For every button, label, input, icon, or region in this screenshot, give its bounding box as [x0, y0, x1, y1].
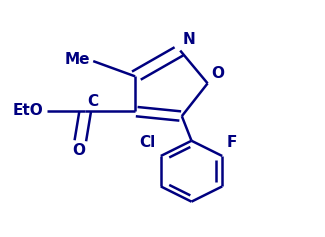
- Text: C: C: [88, 94, 99, 109]
- Text: F: F: [227, 135, 237, 150]
- Text: O: O: [211, 66, 224, 81]
- Text: O: O: [72, 143, 85, 158]
- Text: N: N: [183, 32, 196, 47]
- Text: Cl: Cl: [140, 135, 156, 150]
- Text: Me: Me: [64, 52, 90, 68]
- Text: EtO: EtO: [13, 103, 43, 118]
